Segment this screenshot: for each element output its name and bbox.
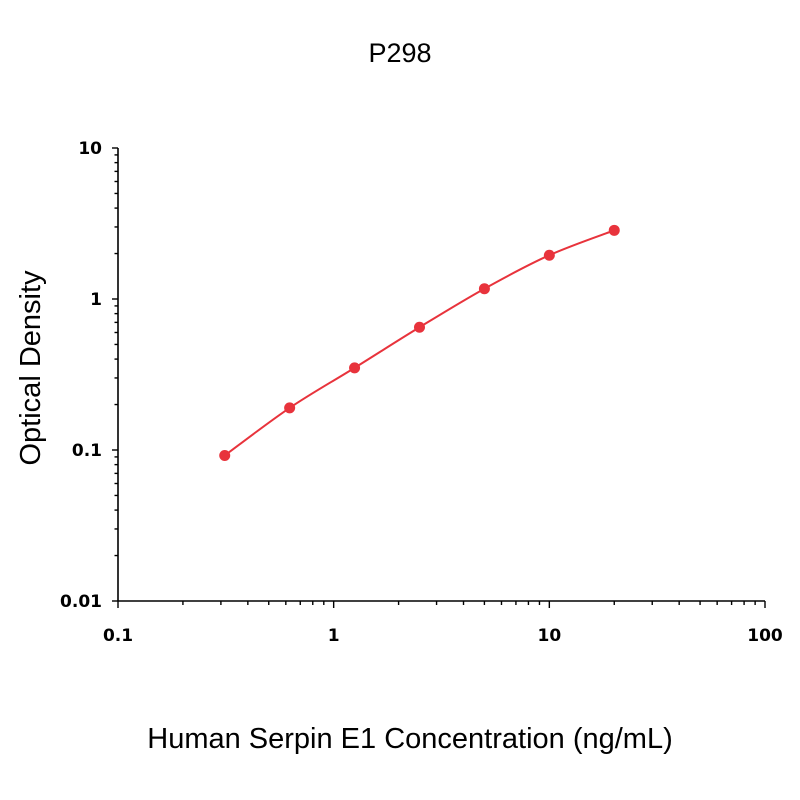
x-tick-label: 0.1 [103, 626, 133, 646]
y-tick-label: 10 [78, 139, 102, 159]
data-point [349, 362, 361, 374]
fit-curve-line [224, 229, 615, 457]
y-axis-ticks [112, 147, 118, 602]
data-point [478, 283, 490, 295]
x-tick-label: 1 [328, 626, 340, 646]
data-point [543, 249, 555, 261]
x-axis-ticks [117, 601, 766, 608]
y-axis-tick-labels: 0.01 0.1 1 10 [60, 139, 102, 612]
axes [117, 148, 765, 602]
data-point [219, 449, 231, 461]
x-axis-label: Human Serpin E1 Concentration (ng/mL) [147, 723, 672, 755]
y-tick-label: 0.1 [72, 441, 102, 461]
y-tick-label: 0.01 [60, 592, 102, 612]
x-tick-label: 100 [747, 626, 783, 646]
y-tick-label: 1 [90, 290, 102, 310]
series-layer [219, 224, 620, 461]
data-point [413, 321, 425, 333]
data-point [608, 224, 620, 236]
data-point [284, 402, 296, 414]
x-tick-label: 10 [537, 626, 561, 646]
x-axis-tick-labels: 0.1 1 10 100 [103, 626, 783, 646]
chart-title: P298 [368, 38, 431, 68]
y-axis-label: Optical Density [15, 270, 47, 466]
